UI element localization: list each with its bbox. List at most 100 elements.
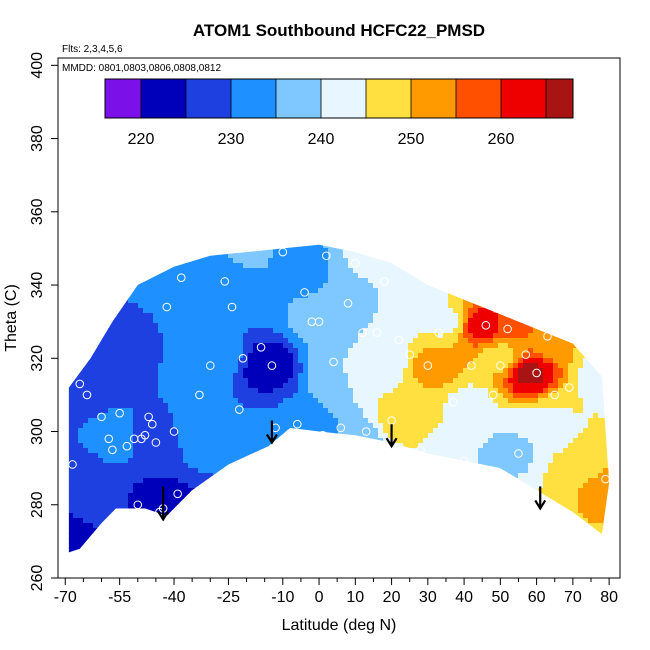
field-cell [283,333,289,339]
field-cell [98,493,104,499]
field-cell [408,528,414,534]
field-cell [278,473,284,479]
field-cell [308,313,314,319]
field-cell [153,443,159,449]
field-cell [238,413,244,419]
field-cell [203,383,209,389]
field-cell [138,253,144,259]
field-cell [233,493,239,499]
field-cell [178,248,184,254]
field-cell [333,288,339,294]
field-cell [408,533,414,539]
field-cell [378,538,384,544]
field-cell [228,543,234,549]
field-cell [343,248,349,254]
field-cell [293,383,299,389]
field-cell [243,313,249,319]
field-cell [78,533,84,539]
field-cell [83,513,89,519]
field-cell [223,533,229,539]
field-cell [343,318,349,324]
field-cell [438,363,444,369]
field-cell [198,313,204,319]
field-cell [383,408,389,414]
field-cell [158,248,164,254]
field-cell [313,508,319,514]
field-cell [393,268,399,274]
field-cell [83,273,89,279]
field-cell [103,513,109,519]
field-cell [173,543,179,549]
field-cell [258,358,264,364]
field-cell [288,308,294,314]
field-cell [373,293,379,299]
field-cell [338,343,344,349]
field-cell [338,273,344,279]
field-cell [273,423,279,429]
field-cell [338,513,344,519]
field-cell [198,528,204,534]
field-cell [313,353,319,359]
field-cell [73,548,79,553]
field-cell [303,488,309,494]
field-cell [93,413,99,419]
field-cell [158,463,164,469]
field-cell [158,328,164,334]
field-cell [113,458,119,464]
field-cell [238,283,244,289]
field-cell [353,493,359,499]
field-cell [438,408,444,414]
field-cell [113,423,119,429]
field-cell [88,343,94,349]
field-cell [303,323,309,329]
field-cell [393,308,399,314]
field-cell [183,328,189,334]
field-cell [318,288,324,294]
field-cell [138,383,144,389]
field-cell [428,273,434,279]
field-cell [288,253,294,259]
field-cell [208,463,214,469]
field-cell [403,448,409,454]
field-cell [268,288,274,294]
field-cell [178,448,184,454]
field-cell [178,278,184,284]
field-cell [403,263,409,269]
field-cell [153,473,159,479]
field-cell [213,458,219,464]
field-cell [373,508,379,514]
field-cell [328,278,334,284]
field-cell [163,238,169,244]
field-cell [158,523,164,529]
field-cell [253,428,259,434]
field-cell [103,413,109,419]
field-cell [83,398,89,404]
field-cell [343,413,349,419]
field-cell [183,438,189,444]
field-cell [123,343,129,349]
field-cell [93,463,99,469]
field-cell [68,383,74,389]
field-cell [308,338,314,344]
field-cell [168,473,174,479]
field-cell [388,293,394,299]
field-cell [253,333,259,339]
field-cell [328,558,334,564]
field-cell [328,428,334,434]
field-cell [98,508,104,514]
field-cell [293,353,299,359]
field-cell [63,383,69,389]
field-cell [88,428,94,434]
field-cell [63,518,69,524]
field-cell [78,553,84,559]
field-cell [333,423,339,429]
field-cell [388,523,394,529]
field-cell [263,328,269,334]
field-cell [353,538,359,544]
field-cell [208,478,214,484]
field-cell [303,413,309,419]
field-cell [228,403,234,409]
field-cell [73,433,79,439]
field-cell [358,403,364,409]
field-cell [208,258,214,264]
